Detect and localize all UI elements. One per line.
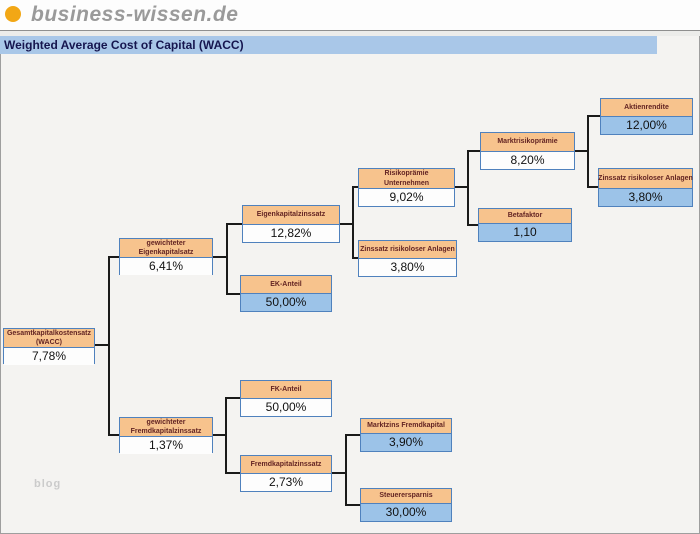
connector-line	[225, 397, 227, 474]
connector-line	[225, 472, 240, 474]
node-aktienrendite: Aktienrendite 12,00%	[600, 98, 693, 135]
connector-line	[108, 256, 110, 436]
connector-line	[345, 504, 360, 506]
header-divider	[0, 31, 700, 36]
node-gewichteter-eigenkapitalsatz: gewichteter Eigenkapitalsatz 6,41%	[119, 238, 213, 276]
node-gesamtkapitalkostensatz: Gesamtkapitalkostensatz (WACC) 7,78%	[3, 328, 95, 366]
connector-line	[340, 223, 353, 225]
connector-line	[95, 344, 109, 346]
node-value: 7,78%	[4, 348, 94, 366]
node-value: 2,73%	[241, 474, 331, 491]
connector-line	[226, 293, 240, 295]
node-value: 50,00%	[241, 399, 331, 416]
node-marktzins-fremdkapital: Marktzins Fremdkapital 3,90%	[360, 418, 452, 452]
connector-line	[587, 115, 600, 117]
node-value: 9,02%	[359, 189, 454, 206]
node-value: 3,80%	[599, 189, 692, 206]
node-gewichteter-fremdkapitalzinssatz: gewichteter Fremdkapitalzinssatz 1,37%	[119, 417, 213, 455]
node-label: Eigenkapitalzinssatz	[243, 206, 339, 225]
connector-line	[108, 256, 119, 258]
node-value: 12,00%	[601, 117, 692, 134]
node-value: 50,00%	[241, 294, 331, 311]
node-label: Fremdkapitalzinssatz	[241, 456, 331, 474]
node-label: Zinssatz risikoloser Anlagen	[598, 169, 693, 189]
node-value: 3,90%	[361, 434, 451, 451]
connector-line	[213, 256, 227, 258]
node-fremdkapitalzinssatz: Fremdkapitalzinssatz 2,73%	[240, 455, 332, 492]
node-label: FK-Anteil	[241, 381, 331, 399]
site-logo[interactable]: business-wissen.de	[31, 3, 239, 26]
node-label: gewichteter Fremdkapitalzinssatz	[120, 418, 212, 438]
node-label: Betafaktor	[479, 209, 571, 224]
node-risikopraemie-unternehmen: Risikoprämie Unternehmen 9,02%	[358, 168, 455, 207]
node-label: Gesamtkapitalkostensatz (WACC)	[4, 329, 94, 349]
connector-line	[352, 186, 354, 259]
connector-line	[226, 223, 242, 225]
connector-line	[467, 224, 478, 226]
site-header: business-wissen.de	[0, 0, 700, 31]
page-title: Weighted Average Cost of Capital (WACC)	[4, 38, 244, 52]
node-label: Marktrisikoprämie	[481, 133, 574, 152]
node-fk-anteil: FK-Anteil 50,00%	[240, 380, 332, 417]
node-label: gewichteter Eigenkapitalsatz	[120, 239, 212, 259]
node-value: 12,82%	[243, 225, 339, 242]
node-ek-anteil: EK-Anteil 50,00%	[240, 275, 332, 312]
node-value: 3,80%	[359, 259, 456, 276]
node-label: Steuerersparnis	[361, 489, 451, 504]
node-label: Risikoprämie Unternehmen	[359, 169, 454, 189]
connector-line	[467, 150, 480, 152]
connector-line	[587, 186, 598, 188]
connector-line	[332, 472, 346, 474]
node-zinssatz-risikoloser-anlagen-unten: Zinssatz risikoloser Anlagen 3,80%	[358, 240, 457, 277]
node-label: Zinssatz risikoloser Anlagen	[359, 241, 456, 259]
connector-line	[352, 257, 358, 259]
connector-line	[587, 115, 589, 188]
node-label: EK-Anteil	[241, 276, 331, 294]
node-value: 1,10	[479, 224, 571, 241]
node-value: 30,00%	[361, 504, 451, 521]
connector-line	[467, 150, 469, 226]
connector-line	[213, 434, 227, 436]
watermark-text: blog	[34, 478, 62, 490]
node-value: 8,20%	[481, 152, 574, 169]
connector-line	[352, 186, 358, 188]
connector-line	[345, 434, 347, 506]
node-value: 1,37%	[120, 437, 212, 455]
logo-dot-icon	[5, 6, 21, 22]
node-eigenkapitalzinssatz: Eigenkapitalzinssatz 12,82%	[242, 205, 340, 243]
connector-line	[455, 186, 468, 188]
node-label: Marktzins Fremdkapital	[361, 419, 451, 434]
diagram-title-bar: Weighted Average Cost of Capital (WACC)	[0, 36, 657, 54]
node-betafaktor: Betafaktor 1,10	[478, 208, 572, 242]
connector-line	[225, 397, 240, 399]
connector-line	[575, 150, 588, 152]
node-zinssatz-risikoloser-anlagen-oben: Zinssatz risikoloser Anlagen 3,80%	[598, 168, 693, 207]
connector-line	[108, 434, 119, 436]
connector-line	[345, 434, 360, 436]
connector-line	[226, 223, 228, 295]
node-marktrisikopraemie: Marktrisikoprämie 8,20%	[480, 132, 575, 170]
node-label: Aktienrendite	[601, 99, 692, 117]
node-value: 6,41%	[120, 258, 212, 276]
node-steuerersparnis: Steuerersparnis 30,00%	[360, 488, 452, 522]
